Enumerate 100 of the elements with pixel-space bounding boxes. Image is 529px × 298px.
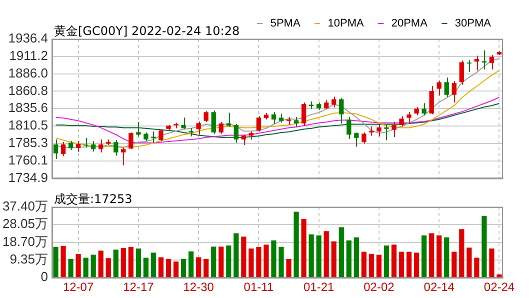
candlestick [241, 134, 246, 146]
bar [113, 250, 118, 278]
bar [150, 252, 156, 278]
bar [60, 246, 66, 278]
bar [286, 258, 292, 278]
bar [406, 252, 412, 278]
candlestick [294, 116, 299, 128]
x-tick-label: 01-21 [303, 280, 335, 294]
bar [204, 258, 209, 278]
bar [98, 250, 104, 278]
candlestick [53, 139, 58, 160]
bar [158, 257, 164, 278]
bar [173, 262, 179, 278]
y-tick-label: 1785.3 [8, 134, 48, 150]
bar [436, 235, 442, 278]
candlestick [444, 77, 449, 98]
bar [474, 258, 480, 278]
candlestick [399, 116, 404, 128]
bar [218, 246, 224, 278]
candlestick [436, 80, 442, 96]
bar [188, 251, 194, 278]
bar [166, 258, 172, 278]
bar [338, 227, 344, 278]
bar [241, 236, 246, 278]
x-tick-label: 12-17 [123, 280, 154, 294]
candlestick [376, 124, 382, 137]
bar [489, 248, 494, 278]
bar [331, 241, 336, 278]
y-tick-label: 1810.5 [8, 118, 48, 133]
bar [368, 254, 374, 278]
bar [376, 254, 382, 278]
bar [429, 233, 434, 278]
bar [459, 229, 464, 278]
bar [68, 258, 74, 278]
bar [346, 240, 352, 278]
bar [90, 254, 96, 278]
bar [496, 274, 502, 278]
candlestick [158, 128, 164, 142]
bar [226, 246, 232, 278]
bar [120, 248, 126, 278]
bar [354, 237, 359, 278]
y-tick-label: 1886.0 [8, 65, 48, 80]
bar [180, 258, 186, 278]
bar [106, 258, 111, 278]
x-tick-label: 02-02 [364, 280, 395, 294]
candlestick [301, 102, 306, 126]
bar [248, 248, 254, 278]
candlestick [151, 131, 156, 144]
candlestick [459, 60, 464, 86]
y-tick-label: 1760.1 [8, 152, 48, 168]
candlestick [474, 55, 480, 71]
bar [466, 248, 472, 278]
bar [234, 233, 239, 278]
x-tick-label: 12-30 [183, 280, 214, 294]
bar [278, 246, 284, 278]
bar [452, 252, 457, 278]
y-tick-label: 1835.6 [8, 100, 48, 116]
chart-title: 成交量:17253 [54, 192, 132, 206]
candlestick [354, 132, 359, 148]
x-tick-label: 12-07 [62, 280, 94, 294]
y-tick-label: 1860.8 [8, 82, 48, 98]
candlestick [384, 124, 389, 141]
candlestick [181, 117, 186, 130]
candlestick [466, 60, 472, 73]
y-tick-label: 9.35万 [10, 252, 48, 267]
candlestick [114, 140, 118, 156]
y-tick-label: 28.05万 [2, 216, 48, 232]
bar [256, 246, 262, 278]
y-tick-label: 18.70万 [2, 234, 48, 249]
candlestick [362, 132, 366, 144]
candlestick [339, 98, 344, 124]
candlestick [91, 140, 96, 152]
y-tick-label: 1936.4 [8, 30, 48, 46]
candlestick [429, 86, 434, 115]
candlestick [422, 102, 426, 116]
x-tick-label: 02-24 [484, 280, 515, 294]
candlestick [211, 110, 216, 134]
candlestick [218, 121, 224, 134]
candlestick [76, 140, 81, 152]
y-tick-label: 1911.2 [9, 48, 48, 63]
candlestick [98, 139, 104, 153]
bar [391, 244, 397, 278]
bar [384, 246, 390, 278]
bar [83, 258, 88, 278]
bar [422, 235, 427, 278]
candlestick [482, 50, 487, 70]
candlestick [136, 121, 141, 137]
bar [444, 237, 450, 278]
bar [128, 246, 134, 278]
candlestick [234, 124, 238, 144]
chart-title: 黄金[GC00Y] 2022-02-24 10:28 [54, 24, 240, 38]
candlestick [256, 116, 262, 132]
candlestick [392, 121, 396, 138]
bar [294, 212, 299, 278]
candlestick [332, 96, 336, 108]
bar [53, 246, 58, 278]
candlestick [452, 80, 456, 104]
candlestick [128, 132, 134, 150]
legend-label: 5PMA [270, 18, 301, 30]
y-tick-label: 0 [40, 269, 48, 284]
